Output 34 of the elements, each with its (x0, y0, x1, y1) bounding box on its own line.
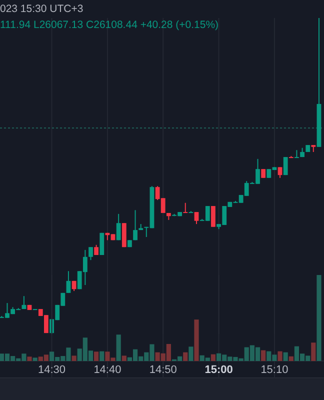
candlestick (211, 206, 216, 228)
x-tick-label: 15:00 (204, 364, 233, 376)
chart-title: 023 15:30 UTC+3 (0, 3, 84, 15)
candlestick (183, 202, 188, 214)
bar (183, 352, 188, 361)
bar (194, 320, 199, 361)
bar (32, 358, 38, 361)
bar (261, 350, 266, 361)
candlestick (66, 270, 71, 294)
candlestick (22, 296, 26, 310)
bar (288, 356, 294, 361)
bar (278, 351, 282, 361)
x-tick-label: 14:30 (38, 364, 66, 376)
bar (188, 346, 194, 361)
bar (311, 342, 316, 361)
bar (283, 352, 288, 361)
bar (100, 351, 104, 361)
candlestick (283, 156, 288, 176)
candlestick (194, 212, 199, 225)
bar (27, 356, 32, 361)
candlestick (88, 246, 93, 261)
candlestick (278, 166, 282, 178)
bar (210, 354, 216, 361)
x-tick-label: 14:40 (94, 364, 122, 376)
bar (94, 352, 99, 361)
bar (316, 275, 322, 361)
annotation: 111.94 L26067.13 C26108.44 +40.28 (+0.15%) (0, 19, 219, 31)
bar (72, 356, 76, 361)
candlestick (116, 213, 121, 241)
bar (122, 356, 126, 361)
x-tick-label: 15:10 (260, 364, 288, 376)
candlestick (133, 210, 138, 241)
x-tick-label: 14:50 (149, 364, 177, 376)
bar (116, 334, 121, 361)
